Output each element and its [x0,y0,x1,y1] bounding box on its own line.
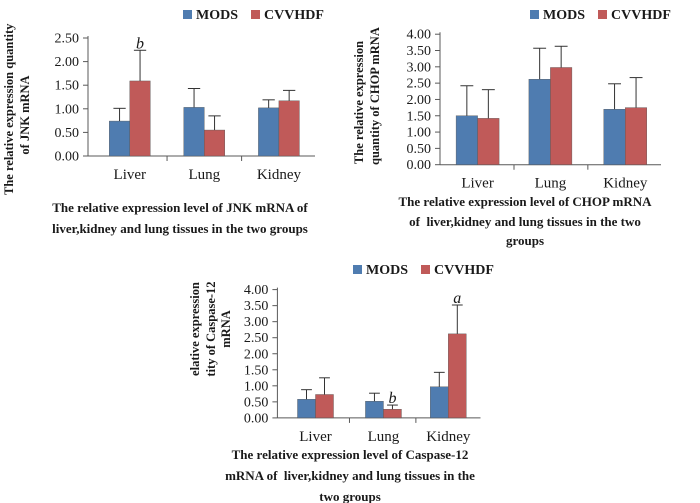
svg-text:1.00: 1.00 [55,102,80,117]
svg-text:Lung: Lung [368,429,400,445]
svg-text:0.50: 0.50 [407,142,432,157]
svg-text:2.50: 2.50 [407,77,432,92]
svg-text:CVVHDF: CVVHDF [264,8,324,23]
svg-text:1.00: 1.00 [244,379,269,394]
svg-text:4.00: 4.00 [244,283,269,298]
svg-text:1.00: 1.00 [407,126,432,141]
svg-text:0.00: 0.00 [55,150,80,165]
svg-text:2.00: 2.00 [407,93,432,108]
svg-text:MODS: MODS [196,8,238,23]
svg-text:MODS: MODS [366,263,408,278]
svg-text:CVVHDF: CVVHDF [434,263,494,278]
svg-text:MODS: MODS [543,8,585,23]
svg-text:Lung: Lung [535,176,567,192]
svg-text:Liver: Liver [461,176,493,192]
svg-text:1.50: 1.50 [407,109,432,124]
svg-text:1.50: 1.50 [244,363,269,378]
svg-text:0.50: 0.50 [55,126,80,141]
svg-text:a: a [453,290,461,307]
svg-text:Liver: Liver [299,429,331,445]
svg-text:1.50: 1.50 [55,79,80,94]
svg-text:2.50: 2.50 [244,331,269,346]
svg-text:3.50: 3.50 [407,44,432,59]
svg-text:0.00: 0.00 [407,158,432,173]
svg-text:3.50: 3.50 [244,299,269,314]
svg-text:Kidney: Kidney [603,176,648,192]
svg-text:3.00: 3.00 [407,60,432,75]
svg-text:Kidney: Kidney [257,167,302,183]
svg-text:b: b [136,35,144,52]
svg-text:3.00: 3.00 [244,315,269,330]
svg-text:Liver: Liver [114,167,146,183]
svg-text:Lung: Lung [188,167,220,183]
svg-text:Kidney: Kidney [426,429,471,445]
svg-text:2.00: 2.00 [55,55,80,70]
svg-text:0.50: 0.50 [244,395,269,410]
svg-text:4.00: 4.00 [407,28,432,43]
svg-text:b: b [388,390,396,407]
svg-text:2.00: 2.00 [244,347,269,362]
svg-text:2.50: 2.50 [55,32,80,47]
svg-text:0.00: 0.00 [244,411,269,426]
svg-text:CVVHDF: CVVHDF [611,8,671,23]
